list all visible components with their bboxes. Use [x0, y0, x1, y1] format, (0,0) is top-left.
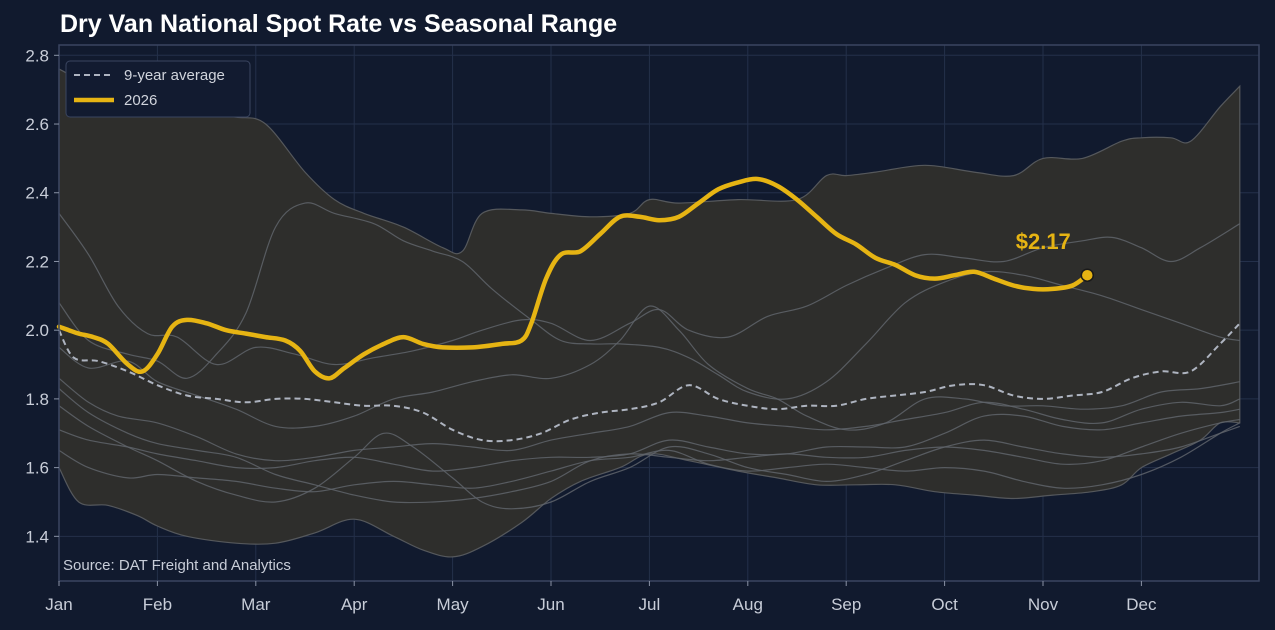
x-tick-label: Apr — [341, 595, 368, 614]
x-tick-label: Jun — [537, 595, 564, 614]
history-line-3 — [58, 305, 1240, 431]
y-tick-label: 2.2 — [25, 252, 49, 271]
average-line — [58, 322, 1241, 443]
x-tick-label: Feb — [143, 595, 172, 614]
history-line-6 — [58, 405, 1240, 510]
y-tick-label: 1.4 — [25, 527, 49, 546]
x-tick-label: Aug — [733, 595, 763, 614]
history-lines — [58, 202, 1241, 510]
last-value-label: $2.17 — [1016, 229, 1071, 254]
history-line-8 — [58, 388, 1240, 504]
last-value-marker — [1080, 268, 1095, 282]
y-tick-label: 2.4 — [25, 184, 49, 203]
legend-box — [65, 60, 251, 118]
chart-title: Dry Van National Spot Rate vs Seasonal R… — [60, 10, 618, 38]
history-line-2 — [58, 202, 1240, 400]
plot-frame — [58, 44, 1260, 582]
current-year-line — [56, 176, 1090, 381]
y-tick-label: 1.8 — [25, 390, 49, 409]
history-line-1 — [58, 213, 1241, 366]
history-line-7 — [58, 422, 1241, 493]
x-tick-label: Dec — [1126, 595, 1157, 614]
x-tick-label: Sep — [831, 595, 861, 614]
history-line-5 — [58, 408, 1240, 472]
x-tick-label: Oct — [931, 595, 958, 614]
y-tick-label: 2.6 — [25, 115, 49, 134]
legend: 9-year average 2026 — [65, 60, 251, 118]
y-tick-label: 2.8 — [25, 46, 49, 65]
x-tick-label: Jul — [639, 595, 661, 614]
x-tick-label: Mar — [241, 595, 271, 614]
source-note: Source: DAT Freight and Analytics — [63, 557, 291, 574]
legend-average-label: 9-year average — [124, 67, 225, 84]
y-tick-label: 1.6 — [25, 459, 49, 478]
x-tick-label: Nov — [1028, 595, 1059, 614]
y-tick-label: 2.0 — [25, 321, 49, 340]
legend-current-label: 2026 — [124, 92, 157, 109]
x-tick-label: Jan — [45, 595, 72, 614]
history-line-4 — [58, 377, 1241, 462]
x-tick-label: May — [437, 595, 470, 614]
y-axis-ticks: 1.4 1.6 1.8 2.0 2.2 2.4 2.6 2.8 — [25, 46, 59, 546]
x-axis-ticks: Jan Feb Mar Apr May Jun Jul Aug Sep Oct Nov Dec — [45, 581, 1157, 614]
